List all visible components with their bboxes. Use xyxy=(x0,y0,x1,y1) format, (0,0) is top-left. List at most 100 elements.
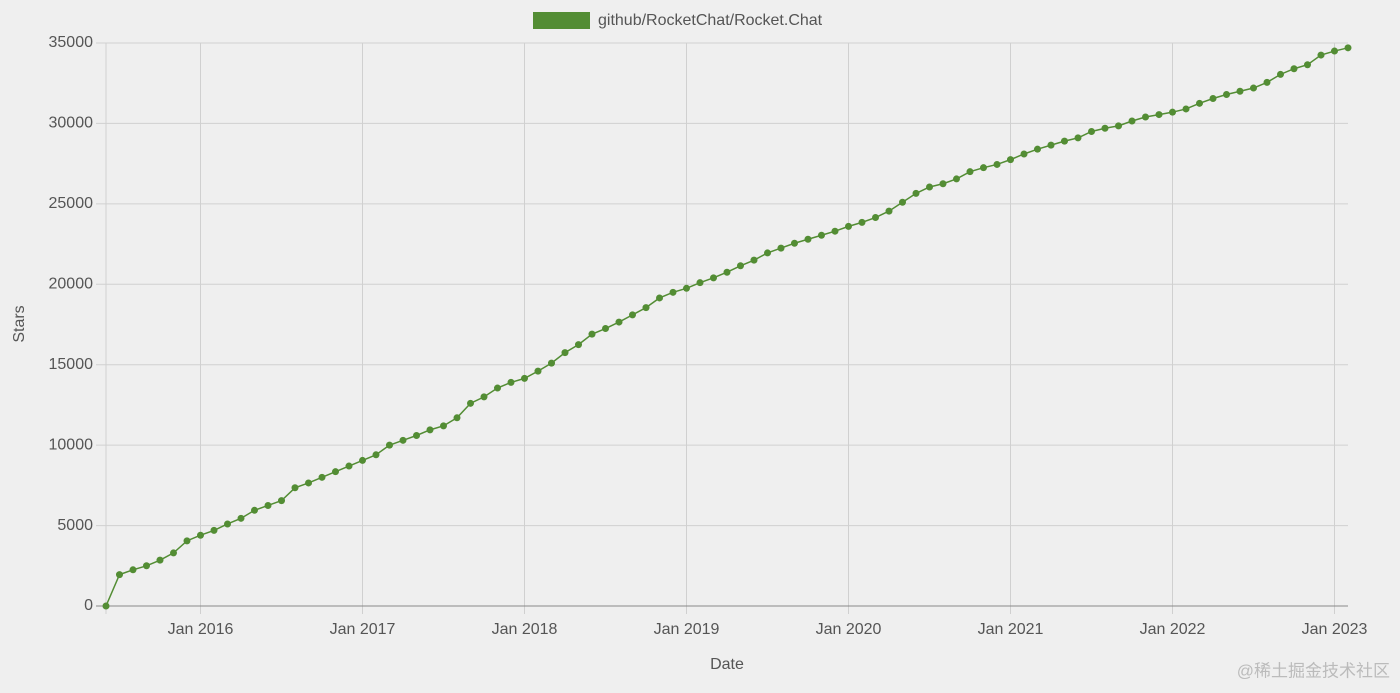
data-point xyxy=(1290,65,1298,73)
data-point xyxy=(210,526,218,534)
data-point xyxy=(116,571,123,579)
data-point xyxy=(413,431,420,439)
data-point xyxy=(156,556,164,564)
watermark: @稀土掘金技术社区 xyxy=(1237,661,1390,680)
data-point xyxy=(440,422,447,430)
data-point xyxy=(642,304,650,312)
data-point xyxy=(669,288,677,296)
y-tick-label: 10000 xyxy=(49,436,94,453)
data-point xyxy=(1277,70,1284,78)
data-point xyxy=(480,393,488,401)
data-point xyxy=(1020,150,1028,158)
data-point xyxy=(1128,117,1136,125)
data-point xyxy=(926,183,933,191)
data-point xyxy=(939,180,947,188)
legend-swatch xyxy=(533,12,590,29)
data-point xyxy=(1034,145,1041,153)
data-point xyxy=(507,378,515,386)
data-point xyxy=(359,456,366,464)
data-point xyxy=(1155,111,1163,119)
data-point xyxy=(1196,99,1203,107)
data-point xyxy=(372,451,380,459)
data-point xyxy=(251,506,258,514)
data-point xyxy=(993,160,1001,168)
data-point xyxy=(1209,94,1217,102)
y-tick-label: 0 xyxy=(84,597,93,614)
data-point xyxy=(1088,127,1095,135)
data-point xyxy=(102,602,110,610)
data-point xyxy=(1250,84,1257,92)
y-tick-label: 15000 xyxy=(49,356,94,373)
data-point xyxy=(183,537,191,545)
y-tick-label: 35000 xyxy=(49,34,94,51)
data-point xyxy=(1344,44,1352,52)
data-point xyxy=(1236,87,1244,95)
data-point xyxy=(426,426,434,434)
data-point xyxy=(845,222,852,230)
data-point xyxy=(791,239,798,247)
data-point xyxy=(548,359,555,367)
data-point xyxy=(453,414,461,422)
data-point xyxy=(332,468,339,476)
data-point xyxy=(953,175,960,183)
data-point xyxy=(494,384,501,392)
data-point xyxy=(764,249,771,257)
data-point xyxy=(1115,122,1122,130)
data-point xyxy=(588,330,596,338)
data-point xyxy=(170,549,177,557)
data-point xyxy=(1061,137,1068,145)
data-point xyxy=(966,168,974,176)
data-point xyxy=(1182,105,1190,113)
data-point xyxy=(696,279,704,287)
x-axis-label: Date xyxy=(710,656,744,673)
data-point xyxy=(885,207,893,215)
x-tick-label: Jan 2018 xyxy=(492,621,558,638)
data-point xyxy=(224,520,231,528)
data-point xyxy=(399,436,407,444)
x-tick-label: Jan 2020 xyxy=(816,621,882,638)
data-point xyxy=(534,367,542,375)
data-point xyxy=(777,244,785,252)
data-point xyxy=(278,497,285,505)
y-tick-label: 25000 xyxy=(49,195,94,212)
data-point xyxy=(143,562,150,570)
data-point xyxy=(1074,134,1082,142)
data-point xyxy=(629,311,636,319)
y-tick-label: 20000 xyxy=(49,276,94,293)
data-point xyxy=(683,284,690,292)
data-point xyxy=(291,484,299,492)
data-point xyxy=(237,514,245,522)
data-point xyxy=(467,399,474,407)
data-point xyxy=(1317,51,1325,59)
data-point xyxy=(318,473,326,481)
data-point xyxy=(912,189,920,197)
data-point xyxy=(1223,90,1230,98)
data-point xyxy=(615,318,623,326)
data-point xyxy=(264,501,272,509)
data-point xyxy=(1304,61,1311,69)
data-point xyxy=(521,374,528,382)
data-point xyxy=(899,198,906,206)
x-tick-label: Jan 2019 xyxy=(654,621,720,638)
y-tick-label: 5000 xyxy=(57,517,93,534)
data-point xyxy=(1142,113,1149,121)
y-axis-label: Stars xyxy=(11,305,28,342)
data-point xyxy=(386,441,393,449)
data-point xyxy=(818,231,825,239)
data-point xyxy=(710,274,717,282)
data-point xyxy=(129,566,137,574)
data-point xyxy=(561,349,569,357)
data-point xyxy=(305,479,312,487)
data-point xyxy=(872,214,879,222)
data-point xyxy=(1101,124,1109,132)
data-point xyxy=(831,227,839,235)
data-point xyxy=(575,341,582,349)
data-point xyxy=(804,235,812,243)
data-point xyxy=(737,262,744,270)
x-tick-label: Jan 2021 xyxy=(978,621,1044,638)
y-tick-label: 30000 xyxy=(49,115,94,132)
data-point xyxy=(1007,156,1014,164)
data-point xyxy=(1169,108,1176,116)
